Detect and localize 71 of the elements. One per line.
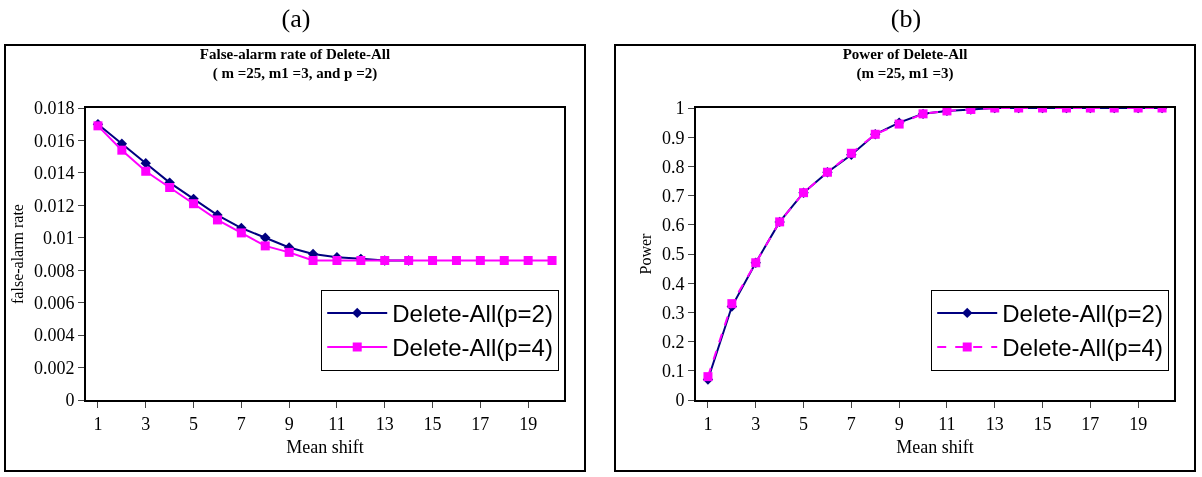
point [451,255,461,265]
y-tick-label: 0.8 [661,156,685,177]
x-tick-label: 13 [985,413,1004,434]
x-axis-title: Mean shift [286,437,364,458]
y-tick-label: 0.1 [661,361,685,382]
x-tick-label: 9 [284,413,294,434]
point [284,247,294,257]
chart-title: False-alarm rate of Delete-All [199,45,391,62]
x-tick-label: 15 [423,413,442,434]
x-tick-label: 15 [1033,413,1052,434]
point [523,255,533,265]
x-tick-label: 19 [1129,413,1148,434]
x-tick-label: 3 [141,413,151,434]
x-tick-label: 19 [519,413,538,434]
point [189,199,199,209]
x-tick-label: 9 [894,413,904,434]
y-tick-label: 0.002 [33,357,75,378]
y-tick-label: 0.7 [661,185,685,206]
y-tick-label: 0.5 [661,244,685,265]
y-tick-label: 0.3 [661,302,685,323]
x-tick-label: 17 [1081,413,1100,434]
legend-label: Delete-All(p=2) [1002,300,1163,328]
y-tick-label: 0.006 [33,292,75,313]
y-tick-label: 0.018 [33,98,75,119]
text: (b) [889,4,923,34]
point [260,241,270,251]
legend-label: Delete-All(p=4) [1002,334,1163,362]
x-tick-label: 1 [703,413,713,434]
x-tick-label: 11 [328,413,346,434]
point [236,228,246,238]
point [260,232,271,243]
y-axis-title: Power [637,232,655,275]
x-axis-title: Mean shift [896,437,974,458]
x-tick-label: 1 [93,413,103,434]
point [212,215,222,225]
text: (a) [280,4,312,34]
y-tick-label: 0 [675,390,685,411]
y-tick-label: 0.6 [661,215,685,236]
point [475,255,485,265]
point [547,255,557,265]
point [499,255,509,265]
x-tick-label: 3 [751,413,761,434]
y-tick-label: 0.012 [33,195,75,216]
x-tick-label: 17 [471,413,490,434]
point [165,182,175,192]
x-tick-label: 7 [846,413,856,434]
y-tick-label: 0.01 [42,228,75,249]
y-tick-label: 1 [675,98,685,119]
legend-label: Delete-All(p=4) [392,334,553,362]
point [308,255,318,265]
point [117,145,127,155]
y-tick-label: 0.2 [661,331,685,352]
y-tick-label: 0.014 [33,163,75,184]
chart-title: Power of Delete-All [842,45,968,62]
y-tick-label: 0 [65,390,75,411]
x-tick-label: 5 [799,413,809,434]
point [141,166,151,176]
y-axis-title: false-alarm rate [9,204,27,304]
x-tick-label: 11 [938,413,956,434]
chart-subtitle: ( m =25, m1 =3, and p =2) [212,65,378,83]
chart-subtitle: (m =25, m1 =3) [856,65,954,83]
y-tick-label: 0.008 [33,260,75,281]
x-tick-label: 5 [189,413,199,434]
y-tick-label: 0.004 [33,325,75,346]
y-tick-label: 0.9 [661,127,685,148]
y-tick-label: 0.4 [661,273,685,294]
x-tick-label: 13 [375,413,394,434]
x-tick-label: 7 [236,413,246,434]
point [428,255,438,265]
y-tick-label: 0.016 [33,130,75,151]
legend-label: Delete-All(p=2) [392,300,553,328]
